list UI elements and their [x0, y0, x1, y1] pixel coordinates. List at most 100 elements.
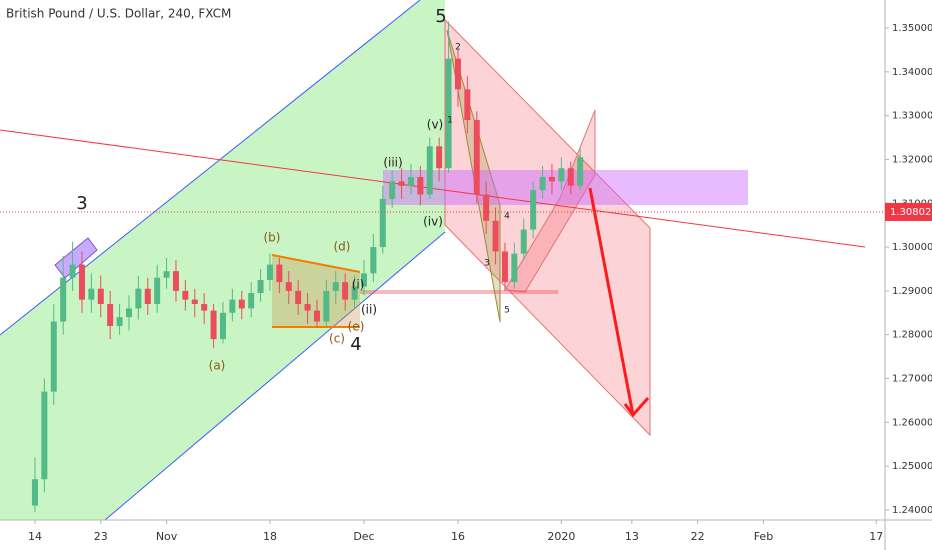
- candle-body: [483, 194, 490, 221]
- last-price-label: 1.30802: [890, 207, 931, 218]
- zone: [383, 170, 748, 205]
- candle-body: [473, 120, 480, 195]
- y-tick-label: 1.28000: [892, 330, 932, 341]
- candle-body: [69, 264, 76, 278]
- wave-label: (d): [334, 240, 351, 254]
- drawings: [0, 0, 866, 521]
- chart-title: British Pound / U.S. Dollar, 240, FXCM: [6, 7, 231, 21]
- arrow-head: [623, 397, 650, 418]
- candle-body: [210, 310, 217, 340]
- rising-channel: [504, 109, 596, 293]
- wave-label: 3: [76, 193, 87, 214]
- candle-body: [370, 247, 377, 274]
- candle-body: [454, 58, 461, 90]
- candle-body: [97, 288, 104, 305]
- y-tick-label: 1.27000: [892, 374, 932, 385]
- y-tick-label: 1.26000: [892, 417, 932, 428]
- candle-body: [558, 168, 565, 182]
- wave-label: 4: [504, 212, 510, 222]
- candle-body: [78, 264, 85, 300]
- channel-line: [0, 0, 421, 336]
- time-axis: [0, 520, 932, 550]
- candle-body: [41, 391, 48, 480]
- zone-line: [360, 290, 558, 294]
- candle-body: [398, 181, 405, 186]
- wave-label: 1: [447, 116, 453, 126]
- green-channel: [0, 0, 445, 520]
- candle-body: [125, 308, 132, 318]
- x-tick-label: 13: [625, 530, 639, 543]
- candle-body: [238, 299, 245, 309]
- candle-body: [492, 220, 499, 252]
- x-tick-label: Dec: [353, 530, 374, 543]
- wave-label: (ii): [361, 303, 377, 317]
- candle-body: [276, 264, 283, 283]
- candle-body: [530, 190, 537, 230]
- box: [54, 237, 98, 279]
- candle-body: [88, 288, 95, 300]
- x-tick-label: 2020: [547, 530, 575, 543]
- arrow-shaft: [588, 187, 635, 416]
- candle-body: [426, 146, 433, 195]
- y-tick-label: 1.25000: [892, 461, 932, 472]
- candle-body: [389, 181, 396, 199]
- y-tick-label: 1.32000: [892, 154, 932, 165]
- wave-label: 4: [350, 334, 361, 355]
- annotations: 3 5 4 (a) (b) (c) (d) (e) (i) (ii) (iii)…: [76, 6, 510, 373]
- wave-label: 2: [455, 43, 461, 53]
- wedge: [446, 29, 501, 323]
- candle-body: [539, 176, 546, 191]
- y-tick-label: 1.30000: [892, 242, 932, 253]
- price-axis: [885, 0, 932, 550]
- candle-body: [163, 271, 170, 278]
- wave-label: (c): [329, 332, 345, 346]
- wave-label: (iv): [423, 215, 443, 229]
- candle-body: [144, 288, 151, 305]
- candle-body: [172, 271, 179, 291]
- wave-label: 5: [504, 306, 510, 316]
- x-tick-label: 22: [691, 530, 705, 543]
- y-tick-label: 1.29000: [892, 286, 932, 297]
- candle-body: [520, 229, 527, 254]
- candle-body: [60, 277, 67, 322]
- x-tick-label: 14: [28, 530, 42, 543]
- triangle: [272, 255, 360, 327]
- y-tick-label: 1.33000: [892, 111, 932, 122]
- x-tick-label: 17: [869, 530, 883, 543]
- candle-body: [567, 168, 574, 186]
- x-tick-label: Feb: [754, 530, 773, 543]
- candle-body: [436, 146, 443, 169]
- candle-body: [285, 282, 292, 291]
- candle-body: [379, 198, 386, 248]
- y-tick-label: 1.35000: [892, 23, 932, 34]
- candle-body: [107, 304, 114, 326]
- candle-body: [360, 273, 367, 287]
- y-tick-label: 1.34000: [892, 67, 932, 78]
- candle-body: [266, 264, 273, 280]
- wave-label: (v): [427, 118, 443, 132]
- wave-label: 5: [435, 6, 446, 27]
- triangle-line: [271, 254, 361, 273]
- candle-body: [154, 277, 161, 305]
- candle-body: [417, 176, 424, 195]
- candle-body: [577, 157, 584, 186]
- candle-body: [201, 304, 208, 311]
- candle-body: [229, 299, 236, 313]
- candle-body: [323, 290, 330, 322]
- candle-body: [332, 282, 339, 291]
- candle-body: [501, 251, 508, 283]
- x-tick-label: 16: [451, 530, 465, 543]
- x-tick-label: Nov: [156, 530, 178, 543]
- candle-body: [295, 290, 302, 305]
- wave-label: (i): [352, 278, 365, 292]
- candle-body: [50, 321, 57, 392]
- x-tick-label: 23: [94, 530, 108, 543]
- candle-body: [248, 293, 255, 309]
- candle-body: [548, 176, 555, 182]
- x-tick-label: 18: [263, 530, 277, 543]
- channel-line: [104, 231, 446, 521]
- wave-label: (b): [264, 231, 281, 245]
- wave-label: (iii): [383, 156, 402, 170]
- y-tick-label: 1.24000: [892, 505, 932, 516]
